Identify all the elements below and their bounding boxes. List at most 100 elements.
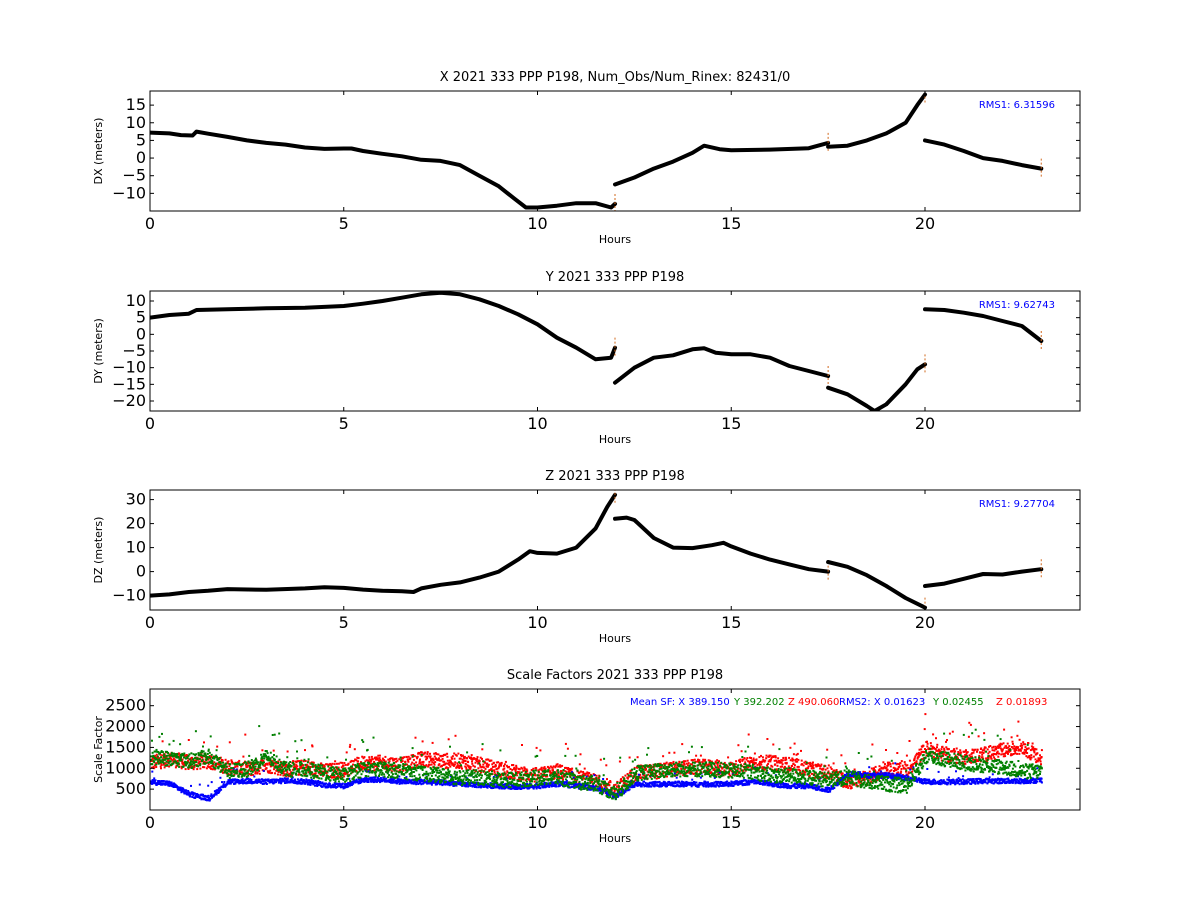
scatter-point [826,767,829,770]
scatter-point [775,784,778,787]
plot-area [150,713,1043,802]
scatter-point [802,782,805,785]
scatter-point [932,733,935,736]
scatter-point [648,783,651,786]
scatter-point [606,778,608,781]
scatter-point [399,780,402,783]
scatter-point [829,766,832,769]
scatter-point [997,755,1000,758]
scatter-point [282,774,285,777]
scatter-point [300,779,303,782]
scatter-point [758,756,761,759]
scatter-point [214,792,217,795]
scatter-point [598,787,601,790]
scatter-point [771,765,774,768]
scatter-point [182,788,185,791]
scatter-point [702,759,705,762]
scatter-point [546,775,549,778]
scatter-point [443,760,446,763]
scatter-point [448,761,451,764]
scatter-point [996,752,999,755]
scatter-point [1032,749,1035,752]
scatter-point [328,767,331,770]
scatter-point [306,779,309,782]
scatter-point [390,780,393,783]
scatter-point [651,782,654,785]
scatter-point [307,771,310,774]
scatter-point [718,785,720,788]
scatter-point [184,792,187,795]
scatter-point [503,771,506,774]
scatter-point [152,765,155,768]
scatter-point [235,780,238,783]
scatter-point [995,747,998,749]
scatter-point [863,777,865,780]
scatter-point [492,761,495,764]
scatter-point [162,763,165,766]
scatter-point [685,762,688,765]
scatter-point [365,776,368,779]
scatter-point [1023,752,1026,755]
scatter-point [174,766,177,769]
scatter-point [486,786,489,789]
scatter-point [430,783,433,786]
scatter-point [504,782,507,785]
scatter-point [706,769,709,772]
scatter-point [348,745,351,748]
scatter-point [515,785,518,788]
x-tick-label: 15 [721,613,741,632]
scatter-point [361,767,364,770]
scatter-point [977,735,980,738]
scatter-point [804,771,807,774]
scatter-point [653,775,656,778]
scatter-point [271,780,274,783]
scatter-point [628,771,631,774]
scatter-point [907,772,910,775]
scatter-point [718,771,721,774]
scatter-point [585,772,588,775]
scatter-point [703,759,706,762]
scatter-point [560,771,563,774]
scatter-point [673,751,676,754]
scatter-point [464,760,467,762]
scatter-point [760,754,762,757]
scatter-point [659,762,662,765]
scatter-point [153,767,156,770]
scatter-point [303,779,306,782]
scatter-point [407,760,410,763]
scatter-point [580,770,583,773]
y-axis-label: DZ (meters) [92,517,105,584]
scatter-point [476,756,479,759]
scatter-point [533,780,536,783]
scatter-point [234,782,237,785]
scatter-point [991,749,994,752]
y-tick-label: −10 [112,586,146,605]
scatter-point [1011,742,1014,745]
scatter-point [710,760,713,763]
scatter-point [550,785,553,788]
scatter-point [479,763,482,766]
scatter-point [453,752,456,755]
scatter-point [548,767,551,770]
scatter-point [518,786,521,789]
scatter-point [752,759,755,762]
scatter-point [997,745,999,748]
scatter-point [904,763,907,766]
scatter-point [512,764,515,766]
scatter-point [674,782,677,785]
scatter-point [774,763,777,766]
scatter-point [934,748,937,750]
scatter-point [647,785,650,788]
scatter-point [347,785,350,788]
scatter-point [478,760,481,763]
scatter-point [449,781,451,784]
scatter-point [993,753,996,755]
scatter-point [989,745,992,747]
scatter-point [304,749,306,752]
scatter-point [635,782,638,785]
scatter-point [272,778,275,781]
y-tick-label: 5 [136,308,146,327]
scatter-point [793,742,796,745]
scatter-point [753,782,756,785]
scatter-point [1010,746,1013,748]
